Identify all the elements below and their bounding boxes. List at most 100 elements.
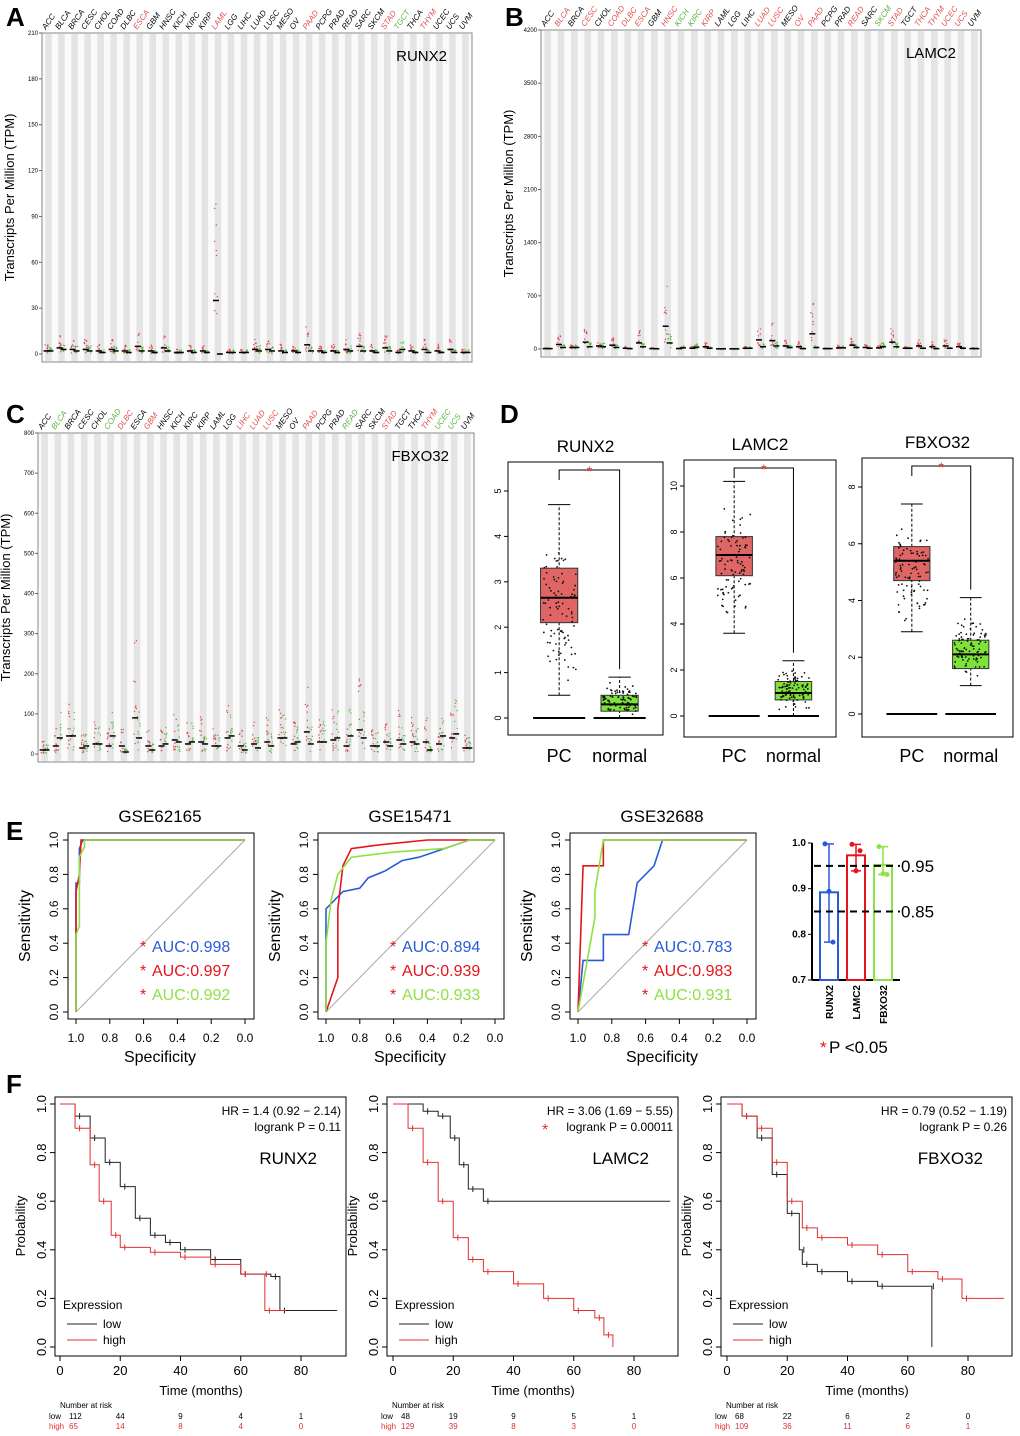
y-axis-label: Sensitivity [267,890,284,962]
normal-point [242,751,245,753]
jitter-point [562,580,565,583]
normal-point [178,746,181,748]
tumor-point [42,751,45,753]
normal-point [468,741,470,743]
tumor-point [164,344,166,346]
jitter-point [958,633,960,636]
column-stripe [279,34,287,361]
tumor-point [266,731,268,733]
jitter-point [732,585,735,587]
tumor-point [307,704,309,707]
jitter-point [557,590,560,593]
column-stripe [45,34,52,361]
group-label: normal [766,746,821,766]
y-tick-label: 3500 [524,81,538,87]
tumor-point [202,345,205,348]
jitter-point [979,640,982,643]
column-stripe [664,31,671,356]
tumor-point [83,341,86,344]
significance-bracket [911,465,972,590]
column-stripe [397,34,404,361]
x-tick-label: 0.0 [487,1031,504,1045]
jitter-point [902,595,905,598]
risk-cell: 112 [69,1412,82,1421]
normal-point [136,715,139,718]
auc-star: * [642,939,648,956]
tumor-point [665,309,667,312]
tumor-point [40,752,42,754]
column-stripe [265,434,273,761]
jitter-point [557,576,560,579]
tumor-point [557,338,560,340]
risk-cell: 0 [966,1412,971,1421]
hazard-ratio: HR = 3.06 (1.69 − 5.55) [547,1104,673,1118]
y-tick-label: 0.8 [549,866,563,883]
y-axis-label: Probability [13,1195,28,1256]
jitter-point [984,632,987,635]
tumor-point [112,346,114,348]
normal-point [310,729,313,731]
tumor-point [108,728,111,730]
jitter-point [895,576,898,579]
normal-point [616,344,618,346]
tumor-point [359,337,362,339]
y-tick-label: 700 [527,294,538,300]
column-stripe [318,34,326,361]
jitter-point [778,686,781,689]
normal-point [113,737,115,739]
tumor-point [837,345,839,348]
tumor-point [422,346,424,348]
tumor-point [254,338,256,341]
tumor-point [957,343,959,346]
normal-point [350,347,353,350]
column-stripe [864,31,871,356]
jitter-point [556,628,559,631]
tumor-point [214,738,216,741]
normal-point [600,343,603,345]
tumor-point [384,342,387,344]
x-tick-label: 1.0 [68,1031,85,1045]
significance-star: * [542,1122,548,1139]
tumor-point [254,342,257,344]
tumor-point [280,726,283,729]
normal-point [349,351,352,354]
jitter-point [633,695,635,698]
normal-point [441,731,443,734]
normal-point [775,341,777,344]
tumor-point [42,740,45,743]
risk-cell: 0 [299,1422,304,1431]
normal-point [337,710,340,712]
normal-point [233,349,235,352]
jitter-point [571,620,573,623]
normal-point [218,740,221,742]
normal-point [229,716,232,719]
tumor-point [42,752,44,754]
jitter-point [978,666,981,668]
tumor-point [612,340,615,342]
normal-point [229,746,232,748]
column-stripe [318,434,326,761]
jitter-point [734,571,737,574]
jitter-point [794,705,797,708]
tumor-point [918,339,920,341]
jitter-point [622,692,624,694]
jitter-point [736,561,739,564]
tumor-point [358,680,360,682]
normal-point [349,725,351,727]
normal-point [137,719,139,721]
tumor-point [452,714,455,716]
jitter-point [572,666,575,669]
jitter-point [903,619,906,622]
jitter-point [739,562,742,565]
tumor-point [279,343,282,346]
tumor-point [892,334,894,336]
jitter-point [614,692,617,695]
tumor-point [425,739,428,741]
normal-point [403,749,406,751]
jitter-point [717,587,719,590]
column-stripe [717,31,725,356]
risk-cell: low [381,1412,393,1421]
normal-point [258,737,260,739]
normal-point [168,346,170,349]
jitter-point [908,577,911,580]
